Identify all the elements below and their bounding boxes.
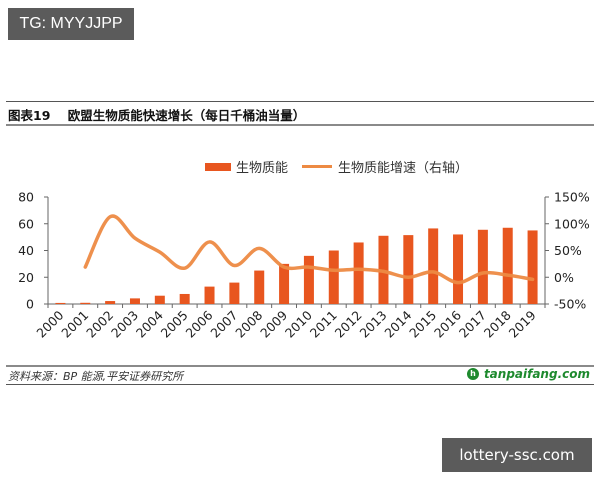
x-tick-label: 2002 [83, 308, 116, 341]
combo-chart: 020406080-50%0%50%100%150%20002001200220… [18, 190, 590, 341]
legend-item-bar: 生物质能 [205, 157, 288, 176]
brand-link[interactable]: h tanpaifang.com [466, 367, 590, 381]
legend-line-swatch [302, 165, 332, 168]
bar [80, 302, 91, 304]
bar [179, 293, 190, 304]
x-tick-label: 2012 [332, 308, 365, 341]
source-note: 资料来源：BP 能源,平安证券研究所 [8, 370, 184, 383]
bar [477, 229, 488, 304]
bar [154, 295, 165, 304]
x-tick-label: 2009 [257, 307, 290, 340]
x-tick-label: 2014 [381, 307, 414, 340]
x-tick-label: 2010 [282, 307, 315, 340]
left-tick-label: 0 [26, 297, 34, 312]
right-tick-label: 100% [554, 216, 590, 231]
right-tick-label: 0% [554, 270, 574, 285]
bar [254, 270, 265, 304]
legend-bar-label: 生物质能 [236, 161, 289, 176]
bar [55, 302, 66, 304]
x-tick-label: 2017 [456, 308, 489, 341]
x-tick-label: 2004 [133, 307, 166, 340]
x-tick-label: 2011 [307, 308, 340, 341]
x-tick-label: 2018 [481, 307, 514, 340]
x-tick-label: 2005 [158, 308, 191, 341]
watermark-bottom: lottery-ssc.com [442, 438, 592, 472]
x-tick-label: 2001 [58, 308, 91, 341]
left-tick-label: 40 [18, 243, 34, 258]
chart-legend: 生物质能 生物质能增速（右轴） [0, 157, 600, 177]
brand-logo-icon: h [466, 368, 479, 380]
figure-title: 图表19 欧盟生物质能快速增长（每日千桶油当量） [8, 108, 306, 123]
bar [129, 298, 140, 304]
growth-line [83, 214, 535, 285]
bar [328, 250, 339, 304]
legend-bar-swatch [205, 162, 231, 171]
bar [353, 242, 364, 304]
x-tick-label: 2016 [431, 307, 464, 340]
bar [403, 235, 414, 304]
legend-line-label: 生物质能增速（右轴） [338, 161, 469, 176]
x-tick-label: 2008 [232, 307, 265, 340]
bar [527, 230, 538, 304]
right-tick-label: 150% [554, 190, 590, 205]
x-tick-label: 2019 [506, 307, 539, 340]
left-tick-label: 60 [18, 216, 34, 231]
bar [229, 282, 240, 304]
bar [105, 301, 116, 304]
right-tick-label: -50% [554, 297, 586, 312]
brand-text: tanpaifang.com [483, 367, 590, 381]
left-tick-label: 80 [18, 190, 34, 205]
bar [279, 263, 290, 304]
bar [204, 286, 215, 304]
x-tick-label: 2000 [33, 307, 66, 340]
bar [453, 234, 464, 304]
x-tick-label: 2015 [406, 308, 439, 341]
legend-item-line: 生物质能增速（右轴） [302, 157, 468, 176]
figure-footer: 资料来源：BP 能源,平安证券研究所 h tanpaifang.com [6, 365, 594, 385]
bar [502, 227, 513, 304]
bar [428, 228, 439, 304]
bar [303, 255, 314, 304]
x-tick-label: 2013 [356, 308, 389, 341]
left-tick-label: 20 [18, 270, 34, 285]
figure-title-bar: 图表19 欧盟生物质能快速增长（每日千桶油当量） [6, 101, 594, 126]
x-tick-label: 2006 [183, 307, 216, 340]
x-tick-label: 2007 [207, 308, 240, 341]
x-tick-label: 2003 [108, 308, 141, 341]
right-tick-label: 50% [554, 243, 582, 258]
watermark-top: TG: MYYJJPP [8, 8, 134, 40]
